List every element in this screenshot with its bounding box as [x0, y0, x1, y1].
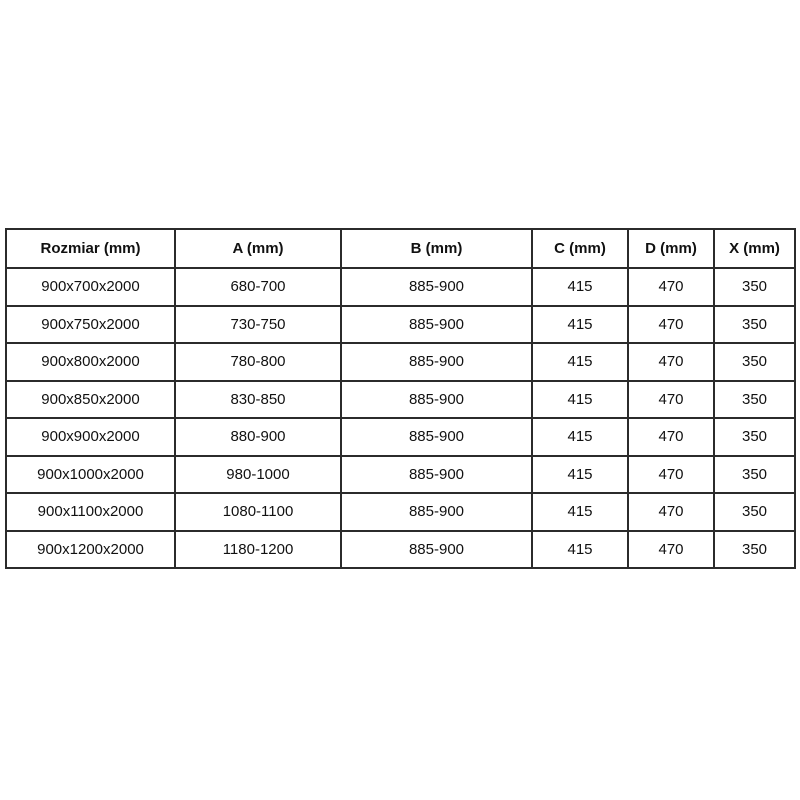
column-header-b: B (mm): [340, 228, 533, 269]
table-row: 900x750x2000 730-750 885-900 415 470 350: [5, 304, 796, 344]
table-cell: 350: [713, 379, 796, 419]
column-header-d: D (mm): [627, 228, 715, 269]
table-cell: 350: [713, 304, 796, 344]
table-cell: 1080-1100: [174, 492, 342, 532]
table-cell: 470: [627, 454, 715, 494]
table-cell: 415: [531, 492, 629, 532]
table-cell: 885-900: [340, 492, 533, 532]
table-cell: 415: [531, 417, 629, 457]
size-spec-table: Rozmiar (mm) A (mm) B (mm) C (mm) D (mm)…: [5, 228, 796, 569]
table-cell: 885-900: [340, 529, 533, 569]
table-cell: 415: [531, 267, 629, 307]
column-header-c: C (mm): [531, 228, 629, 269]
table-cell: 350: [713, 267, 796, 307]
table-cell: 470: [627, 492, 715, 532]
table-cell: 900x1200x2000: [5, 529, 176, 569]
table-cell: 900x850x2000: [5, 379, 176, 419]
table-row: 900x1000x2000 980-1000 885-900 415 470 350: [5, 454, 796, 494]
table-row: 900x700x2000 680-700 885-900 415 470 350: [5, 267, 796, 307]
table-cell: 900x800x2000: [5, 342, 176, 382]
table-cell: 900x750x2000: [5, 304, 176, 344]
table-row: 900x1200x2000 1180-1200 885-900 415 470 350: [5, 529, 796, 569]
size-table-container: Rozmiar (mm) A (mm) B (mm) C (mm) D (mm)…: [5, 228, 796, 569]
table-row: 900x1100x2000 1080-1100 885-900 415 470 350: [5, 492, 796, 532]
table-cell: 415: [531, 304, 629, 344]
table-cell: 470: [627, 417, 715, 457]
column-header-rozmiar: Rozmiar (mm): [5, 228, 176, 269]
table-cell: 885-900: [340, 342, 533, 382]
table-header-row: Rozmiar (mm) A (mm) B (mm) C (mm) D (mm)…: [5, 228, 796, 269]
table-cell: 350: [713, 529, 796, 569]
table-cell: 415: [531, 529, 629, 569]
table-cell: 980-1000: [174, 454, 342, 494]
table-row: 900x800x2000 780-800 885-900 415 470 350: [5, 342, 796, 382]
table-cell: 470: [627, 379, 715, 419]
table-cell: 900x1100x2000: [5, 492, 176, 532]
table-cell: 470: [627, 342, 715, 382]
table-cell: 350: [713, 417, 796, 457]
table-body: 900x700x2000 680-700 885-900 415 470 350 900x7…: [5, 267, 796, 569]
table-cell: 470: [627, 529, 715, 569]
table-row: 900x850x2000 830-850 885-900 415 470 350: [5, 379, 796, 419]
table-cell: 885-900: [340, 267, 533, 307]
table-cell: 885-900: [340, 417, 533, 457]
table-cell: 680-700: [174, 267, 342, 307]
table-cell: 780-800: [174, 342, 342, 382]
table-cell: 415: [531, 454, 629, 494]
column-header-x: X (mm): [713, 228, 796, 269]
table-cell: 350: [713, 454, 796, 494]
table-cell: 900x1000x2000: [5, 454, 176, 494]
column-header-a: A (mm): [174, 228, 342, 269]
table-cell: 1180-1200: [174, 529, 342, 569]
table-cell: 350: [713, 492, 796, 532]
table-cell: 470: [627, 267, 715, 307]
table-cell: 885-900: [340, 379, 533, 419]
table-cell: 885-900: [340, 304, 533, 344]
table-cell: 880-900: [174, 417, 342, 457]
table-head: Rozmiar (mm) A (mm) B (mm) C (mm) D (mm)…: [5, 228, 796, 269]
table-cell: 885-900: [340, 454, 533, 494]
table-cell: 730-750: [174, 304, 342, 344]
table-cell: 900x700x2000: [5, 267, 176, 307]
table-cell: 415: [531, 342, 629, 382]
table-row: 900x900x2000 880-900 885-900 415 470 350: [5, 417, 796, 457]
table-cell: 900x900x2000: [5, 417, 176, 457]
table-cell: 470: [627, 304, 715, 344]
table-cell: 830-850: [174, 379, 342, 419]
table-cell: 415: [531, 379, 629, 419]
table-cell: 350: [713, 342, 796, 382]
